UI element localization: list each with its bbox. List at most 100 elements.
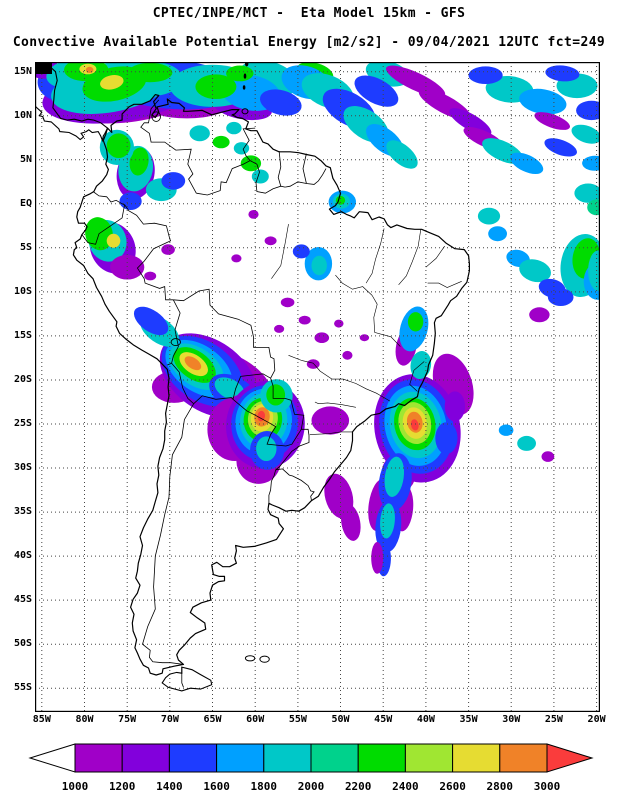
lon-tick-label: 40W xyxy=(416,714,435,725)
cape-shaded-region xyxy=(128,62,173,83)
lat-tick-label: 25S xyxy=(13,417,32,429)
lat-tick-label: 55S xyxy=(13,682,32,694)
lon-tick-label: 75W xyxy=(118,714,137,725)
cape-shaded-region xyxy=(257,410,266,422)
cape-shaded-region xyxy=(384,456,405,497)
state-border xyxy=(332,378,391,402)
lake-outline xyxy=(170,338,181,347)
state-border xyxy=(335,274,373,296)
colorbar-segment xyxy=(216,743,265,773)
country-border xyxy=(249,160,286,194)
state-border xyxy=(271,224,289,279)
colorbar-tick-label: 2200 xyxy=(345,780,372,793)
cape-shaded-region xyxy=(161,172,186,190)
island-speck xyxy=(242,85,246,90)
cape-shaded-region xyxy=(256,436,277,462)
country-border xyxy=(81,204,125,245)
cape-shaded-region xyxy=(264,236,277,246)
cape-shaded-region xyxy=(509,152,544,175)
island-speck xyxy=(243,73,247,79)
lat-tick-label: 30S xyxy=(13,462,32,474)
country-border xyxy=(140,99,197,194)
cape-shaded-region xyxy=(106,133,131,158)
cape-shaded-region xyxy=(449,108,492,136)
country-border xyxy=(232,373,271,400)
colorbar-segment xyxy=(452,743,501,773)
cape-shaded-region xyxy=(410,419,419,431)
state-border xyxy=(409,361,425,392)
country-border xyxy=(171,299,181,364)
state-border xyxy=(309,431,353,435)
cape-shaded-region xyxy=(266,384,286,406)
country-border xyxy=(275,468,315,501)
colorbar-tick-label: 1000 xyxy=(62,780,89,793)
cape-shaded-region xyxy=(529,307,550,323)
coastline-tierra-del-fuego xyxy=(161,666,213,692)
country-border xyxy=(92,191,125,206)
lon-tick-label: 60W xyxy=(246,714,265,725)
cape-shaded-region xyxy=(280,297,295,308)
cape-shaded-region xyxy=(311,406,350,435)
lon-tick-label: 45W xyxy=(374,714,393,725)
island-outline xyxy=(244,655,256,662)
cape-shaded-region xyxy=(517,435,536,451)
cape-shaded-region xyxy=(311,255,327,276)
country-border xyxy=(196,160,251,196)
colorbar-tick-label: 1400 xyxy=(156,780,183,793)
colorbar-segment xyxy=(357,743,406,773)
cape-shaded-region xyxy=(106,233,121,248)
colorbar-tick-label: 2400 xyxy=(392,780,419,793)
page-subtitle: Convective Available Potential Energy [m… xyxy=(12,35,606,50)
lat-tick-label: 45S xyxy=(13,594,32,606)
cape-shaded-region xyxy=(371,542,384,574)
lat-tick-label: 50S xyxy=(13,638,32,650)
lat-tick-label: 15S xyxy=(13,329,32,341)
colorbar-tick-label: 2000 xyxy=(298,780,325,793)
lake-outline xyxy=(151,111,161,122)
cape-shaded-region xyxy=(226,65,254,82)
cape-shaded-region xyxy=(144,271,157,281)
cape-shaded-region xyxy=(231,254,242,263)
cape-shaded-region xyxy=(314,332,330,344)
country-border xyxy=(302,153,307,184)
cape-shaded-region xyxy=(189,125,210,142)
state-border xyxy=(427,281,462,288)
country-border xyxy=(268,469,277,504)
country-border xyxy=(193,395,234,404)
page-title: CPTEC/INPE/MCT - Eta Model 15km - GFS xyxy=(152,6,466,21)
cape-shaded-region xyxy=(407,312,424,332)
cape-shaded-region xyxy=(133,306,169,336)
lat-tick-label: 10S xyxy=(13,285,32,297)
state-border xyxy=(365,228,385,284)
cape-shaded-region xyxy=(435,422,458,454)
country-border xyxy=(242,127,256,161)
lat-tick-label: 5N xyxy=(19,153,32,165)
cape-shaded-region xyxy=(574,183,600,203)
state-border xyxy=(314,401,356,408)
cape-shaded-region xyxy=(359,334,370,342)
cape-shaded-region xyxy=(274,324,285,333)
colorbar-tick-label: 1800 xyxy=(251,780,278,793)
country-border xyxy=(167,362,172,366)
cape-shaded-region xyxy=(534,112,571,130)
cape-shaded-region xyxy=(233,142,250,155)
cape-shaded-region xyxy=(212,135,230,149)
colorbar-segment xyxy=(404,743,454,773)
country-border xyxy=(181,667,184,688)
cape-shaded-region xyxy=(587,199,600,216)
cape-shaded-region xyxy=(195,74,237,99)
colorbar-tick-label: 2800 xyxy=(487,780,514,793)
cape-shaded-region xyxy=(184,356,202,371)
cape-shaded-region xyxy=(100,75,124,90)
country-border xyxy=(173,288,276,379)
lon-tick-label: 50W xyxy=(331,714,350,725)
lat-tick-label: 35S xyxy=(13,506,32,518)
lat-tick-label: 40S xyxy=(13,550,32,562)
country-border xyxy=(142,403,195,665)
colorbar-tick-label: 1600 xyxy=(203,780,230,793)
cape-shaded-region xyxy=(334,319,344,328)
colorbar-tick-label: 1200 xyxy=(109,780,136,793)
lon-tick-label: 55W xyxy=(288,714,307,725)
map-border xyxy=(35,62,600,712)
